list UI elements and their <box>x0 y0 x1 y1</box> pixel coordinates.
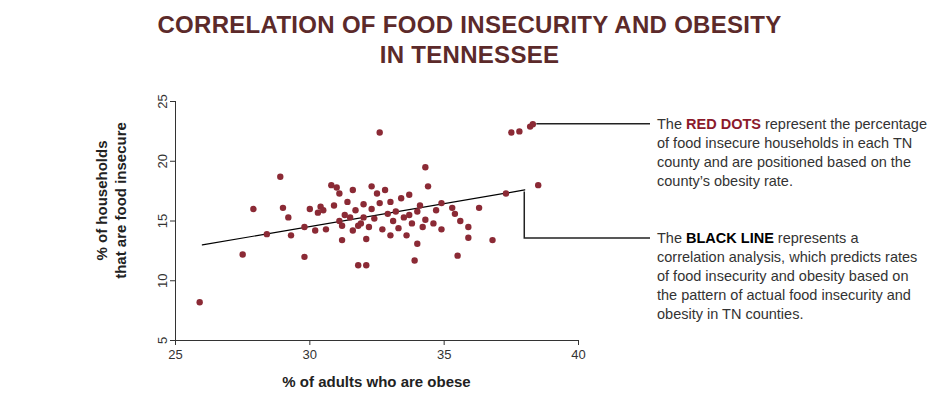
svg-text:30: 30 <box>303 347 317 362</box>
svg-text:20: 20 <box>155 154 170 168</box>
svg-text:25: 25 <box>168 347 182 362</box>
html-text:The BLACK LINE represents a co: The BLACK LINE represents a correlation … <box>657 230 918 322</box>
svg-text:5: 5 <box>155 337 170 344</box>
html-text:CORRELATION OF FOOD INSECURITY: CORRELATION OF FOOD INSECURITY AND OBESI… <box>157 11 782 68</box>
svg-text:35: 35 <box>437 347 451 362</box>
svg-text:25: 25 <box>155 94 170 108</box>
svg-text:40: 40 <box>571 347 585 362</box>
html-text:The RED DOTS represent the per: The RED DOTS represent the percentage of… <box>657 116 927 189</box>
svg-text:15: 15 <box>155 214 170 228</box>
svg-text:% of householdsthat are food i: % of householdsthat are food insecure <box>93 122 129 279</box>
svg-text:10: 10 <box>155 274 170 288</box>
svg-text:% of adults who are obese: % of adults who are obese <box>282 373 470 390</box>
